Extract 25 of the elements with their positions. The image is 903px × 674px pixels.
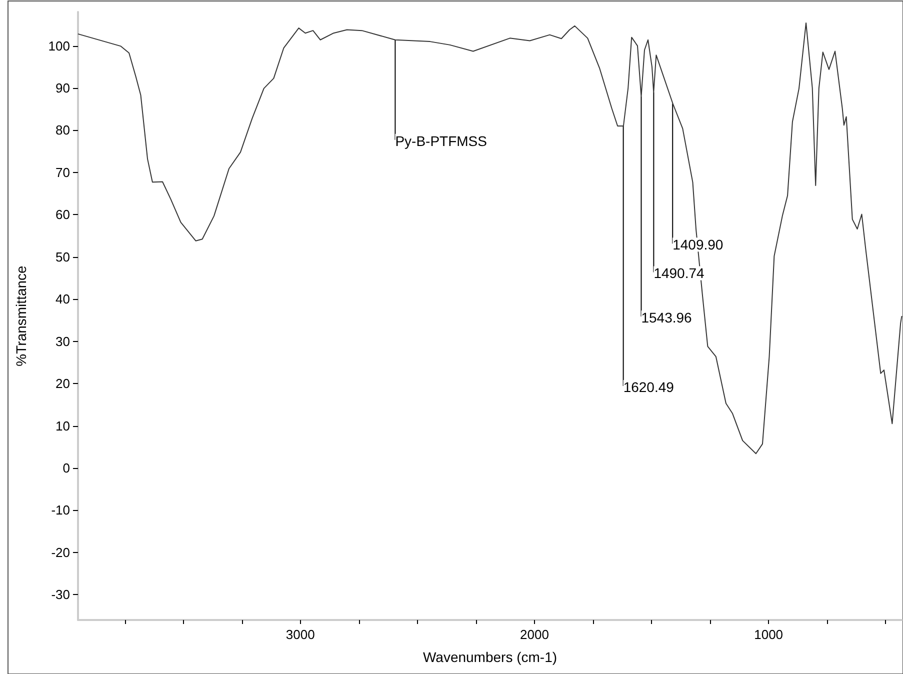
y-tick-label: -30 (51, 587, 70, 602)
y-tick-label: 30 (56, 334, 70, 349)
y-tick-label: 90 (56, 80, 70, 96)
y-tick-label: 40 (56, 292, 70, 307)
annotation: Py-B-PTFMSS (395, 132, 487, 149)
y-tick-label: 10 (56, 418, 70, 434)
y-tick-label: 60 (56, 207, 70, 222)
y-tick-label: 80 (56, 122, 70, 138)
annotation: 1409.90 (672, 236, 724, 253)
x-tick-label: 2000 (520, 627, 549, 642)
y-tick-label: 20 (56, 376, 70, 392)
y-tick-label: 0 (62, 460, 70, 476)
y-tick-label: 100 (48, 38, 70, 54)
annotation: 1490.74 (654, 265, 705, 282)
y-tick-label: 50 (56, 249, 70, 264)
y-tick-label: -10 (51, 502, 70, 518)
y-tick-label: -20 (51, 544, 70, 560)
annotation: 1620.49 (623, 379, 674, 395)
x-axis-title: Wavenumbers (cm-1) (422, 649, 558, 665)
annotation: 1543.96 (641, 309, 692, 326)
line-series (78, 22, 902, 454)
x-tick-label: 1000 (754, 627, 784, 642)
x-tick-label: 3000 (286, 627, 315, 642)
y-tick-label: 70 (56, 164, 70, 180)
y-axis-title: %Transmittance (13, 265, 29, 366)
